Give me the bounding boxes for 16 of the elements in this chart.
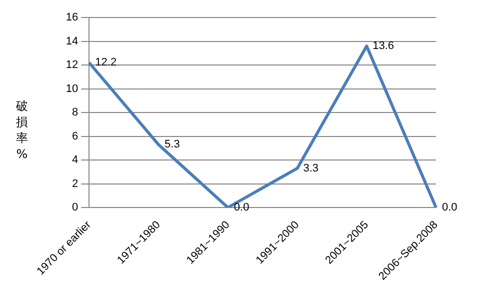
y-tick-label: 0 — [72, 202, 78, 214]
data-label: 5.3 — [164, 138, 180, 151]
y-tick-label: 12 — [66, 59, 78, 72]
data-label: 0.0 — [442, 202, 458, 214]
y-tick-label: 2 — [72, 178, 78, 190]
data-label: 3.3 — [303, 162, 319, 174]
data-label: 13.6 — [372, 40, 394, 52]
y-tick-label: 10 — [66, 82, 78, 95]
y-tick-label: 16 — [66, 12, 78, 24]
y-tick-label: 6 — [72, 130, 78, 142]
y-tick-label: 4 — [72, 154, 78, 166]
y-axis-title: 破損率 % — [15, 98, 29, 162]
data-label: 0.0 — [234, 202, 250, 214]
y-tick-label: 8 — [72, 106, 78, 119]
y-tick-label: 14 — [66, 35, 78, 48]
data-label: 12.2 — [95, 56, 117, 69]
